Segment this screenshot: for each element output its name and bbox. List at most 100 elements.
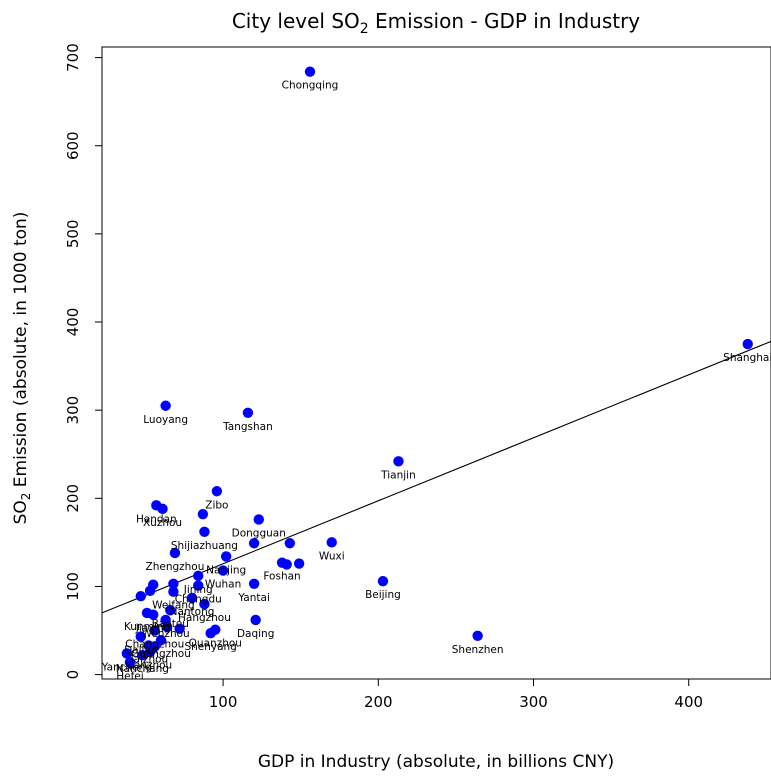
trend-line-group (101, 340, 771, 614)
data-point (135, 631, 147, 642)
x-tick-label: 400 (674, 693, 703, 711)
point-label: Chongqing (282, 80, 339, 92)
point-label: Foshan (263, 571, 300, 583)
point-label: Chengdu (175, 594, 222, 606)
data-point (160, 400, 171, 411)
point-label: Weifang (152, 600, 195, 612)
data-point (293, 558, 305, 569)
y-tick-label: 500 (64, 220, 82, 249)
data-point (165, 605, 176, 616)
chart-title-after: Emission - GDP in Industry (369, 9, 641, 33)
y-axis: 0 100 200 300 400 500 600 700 (64, 43, 102, 679)
point-label: Nanjing (206, 564, 246, 576)
data-point (121, 648, 133, 659)
point-label: Shenyang (184, 641, 236, 653)
data-point (248, 578, 260, 590)
data-point (326, 537, 337, 548)
point-label: Wuhan (205, 579, 241, 591)
chart-title: City level SO2 Emission - GDP in Industr… (232, 9, 640, 37)
data-point (742, 338, 753, 350)
data-point (211, 486, 223, 497)
point-label: Tianjin (380, 469, 416, 481)
points-group (121, 66, 753, 668)
point-label: Zhengzhou (146, 561, 205, 573)
data-point (144, 585, 156, 597)
y-tick-label: 200 (64, 484, 82, 513)
y-axis-title-subscript: 2 (19, 493, 33, 501)
point-label: Yantai (237, 592, 270, 604)
point-label: Shanghai (723, 352, 771, 364)
data-point (144, 646, 156, 657)
point-label: Guangzhou (131, 648, 191, 660)
point-label: Baotou (152, 618, 189, 630)
x-tick-label: 300 (519, 693, 548, 711)
data-point (135, 590, 147, 602)
data-point (377, 575, 389, 587)
data-point (157, 503, 168, 515)
x-tick-label: 200 (364, 693, 393, 711)
data-point (137, 650, 148, 661)
point-label: Wuxi (319, 550, 345, 562)
data-point (199, 526, 210, 537)
data-point (248, 538, 260, 549)
data-point (242, 407, 254, 419)
data-point (304, 66, 316, 77)
data-point (250, 614, 261, 626)
data-point (472, 630, 483, 642)
point-label: Hangzhou (178, 612, 231, 624)
chart-title-before: City level SO (232, 9, 360, 33)
x-axis-title: GDP in Industry (absolute, in billions C… (258, 752, 614, 772)
data-point (174, 623, 185, 634)
point-label: Nanchang (116, 663, 169, 675)
point-label: Beijing (365, 589, 401, 601)
point-label: Dalian (124, 645, 157, 657)
data-point (161, 621, 173, 633)
point-label: Xuzhou (143, 517, 182, 529)
point-label: Luoyang (143, 414, 188, 426)
point-label: Shijiazhuang (171, 540, 238, 552)
y-tick-label: 400 (64, 308, 82, 337)
x-axis: 100 200 300 400 (209, 679, 703, 711)
point-label: Dongguan (232, 527, 286, 539)
data-point (217, 565, 229, 576)
point-label: Nantong (170, 606, 215, 618)
point-label: Shenzhen (452, 644, 504, 656)
point-label: Quanzhou (189, 638, 242, 650)
trend-line (101, 340, 771, 614)
y-tick-label: 0 (64, 670, 82, 680)
data-point (124, 657, 136, 668)
data-point (197, 508, 209, 520)
y-tick-label: 300 (64, 396, 82, 425)
data-point (186, 592, 198, 604)
point-label: Lanzhou (128, 660, 172, 672)
point-label: Handan (136, 513, 177, 525)
data-point (148, 609, 159, 620)
point-label: Taizhou (128, 654, 168, 666)
data-point (168, 578, 179, 590)
point-label: Wenzhou (142, 628, 190, 640)
data-point (193, 570, 204, 582)
data-point (253, 514, 264, 525)
point-label: Jining (183, 584, 213, 596)
data-point (284, 538, 296, 549)
data-point (281, 559, 292, 570)
x-tick-label: 100 (209, 693, 238, 711)
point-label: Changzhou (125, 639, 184, 651)
point-label: Tangshan (222, 421, 273, 433)
point-labels-group: Chongqing Shanghai Luoyang Tangshan Tianjin Z… (101, 80, 771, 683)
data-point (169, 547, 181, 559)
y-tick-label: 600 (64, 131, 82, 160)
data-point (168, 586, 179, 597)
y-tick-label: 700 (64, 43, 82, 72)
point-label: Kunming (124, 621, 170, 633)
chart-title-subscript: 2 (360, 21, 369, 37)
point-label: Daqing (237, 628, 274, 640)
data-point (205, 627, 216, 639)
y-axis-title-after: Emission (absolute, in 1000 ton) (11, 212, 31, 493)
point-label: Yancheng (101, 661, 152, 673)
point-label: Zibo (205, 499, 228, 511)
data-point (149, 625, 160, 636)
point-label: Hefei (116, 670, 143, 682)
point-label: Jiaxing (135, 623, 171, 635)
